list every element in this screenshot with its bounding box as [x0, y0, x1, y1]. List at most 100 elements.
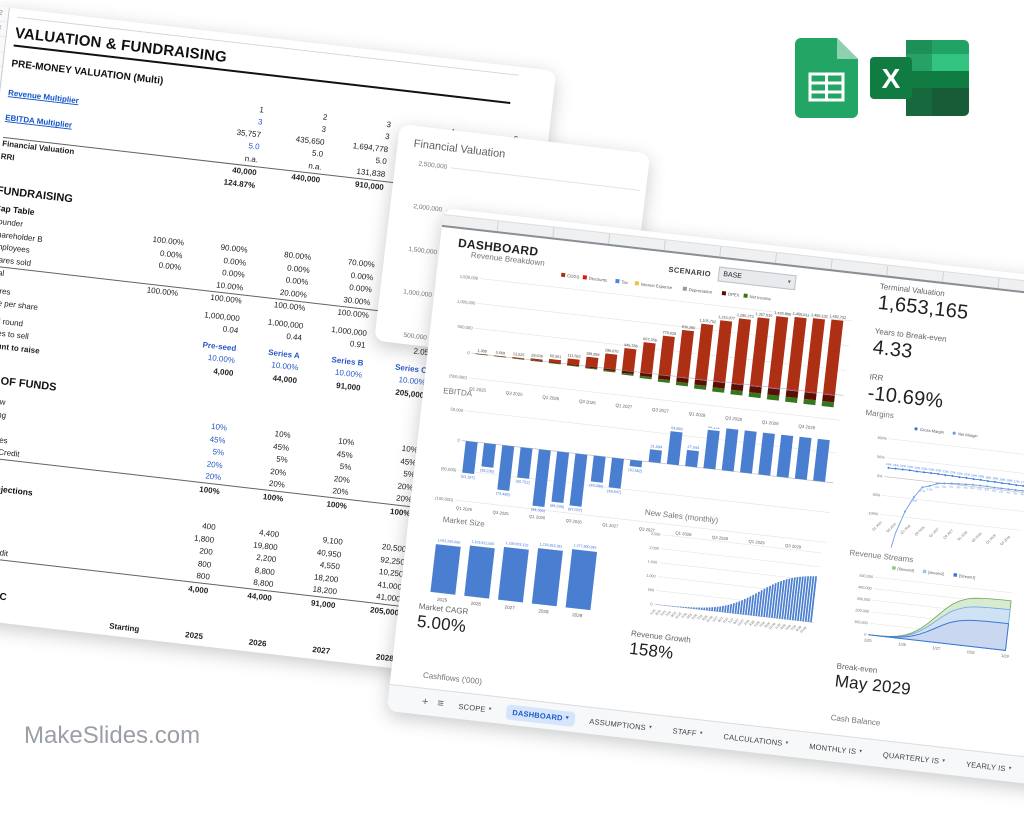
- svg-text:Q1 2025: Q1 2025: [456, 505, 473, 512]
- cell-value: [87, 525, 151, 532]
- svg-text:445,736: 445,736: [624, 343, 638, 349]
- sheet-tab-calculations[interactable]: CALCULATIONS▾: [717, 728, 796, 752]
- svg-text:1/26: 1/26: [898, 641, 907, 647]
- svg-text:1,103,812,500: 1,103,812,500: [471, 540, 494, 547]
- svg-text:Q1 2029: Q1 2029: [762, 419, 780, 426]
- sheet-tab-assumptions[interactable]: ASSUMPTIONS▾: [583, 713, 659, 736]
- svg-text:2029: 2029: [572, 612, 583, 618]
- svg-text:13,525: 13,525: [513, 352, 525, 357]
- years-to-breakeven-kpi: Years to Break-even 4.33: [872, 327, 947, 368]
- sheet-tab-staff[interactable]: STAFF▾: [666, 722, 710, 742]
- add-sheet-icon[interactable]: +: [421, 696, 429, 709]
- svg-text:22%: 22%: [942, 469, 949, 474]
- cell-value: 10.00%: [199, 657, 264, 673]
- svg-text:(50,752): (50,752): [515, 479, 530, 485]
- svg-text:21,094: 21,094: [650, 444, 662, 449]
- cell-value: [81, 576, 145, 583]
- sheet-tab-quarterly-is[interactable]: QUARTERLY IS▾: [876, 746, 952, 769]
- svg-text:21%: 21%: [957, 471, 964, 476]
- svg-text:(53,197): (53,197): [460, 475, 475, 481]
- scenario-label: SCENARIO: [668, 265, 712, 279]
- svg-text:1,450,011: 1,450,011: [793, 312, 810, 318]
- chevron-down-icon: ▾: [565, 715, 569, 721]
- svg-text:50,000: 50,000: [450, 407, 464, 413]
- cell-value: [94, 463, 158, 470]
- svg-text:1,295,373: 1,295,373: [737, 313, 754, 319]
- svg-text:2025: 2025: [437, 597, 448, 603]
- svg-text:Q3 2029: Q3 2029: [798, 424, 816, 431]
- cell-value: [100, 414, 164, 421]
- svg-text:1,500,000: 1,500,000: [459, 274, 479, 281]
- cell-value: 10.00%: [327, 672, 392, 678]
- svg-text:(100,000): (100,000): [435, 495, 454, 502]
- svg-text:1,466,102: 1,466,102: [811, 313, 828, 319]
- svg-text:-3%: -3%: [934, 485, 940, 490]
- svg-text:1/29: 1/29: [1001, 653, 1010, 659]
- row-number: 6: [0, 66, 2, 83]
- svg-text:0%: 0%: [942, 485, 947, 490]
- svg-text:500,000: 500,000: [457, 324, 473, 331]
- sheet-tab-dashboard[interactable]: DASHBOARD▾: [506, 704, 576, 727]
- svg-text:1,159,003,125: 1,159,003,125: [505, 541, 528, 548]
- svg-text:1,105,752: 1,105,752: [699, 318, 716, 324]
- svg-text:2,500: 2,500: [651, 532, 661, 537]
- axis-tick-label: 2,000,000: [398, 201, 443, 213]
- svg-text:0: 0: [864, 633, 867, 637]
- axis-tick-label: 2,500,000: [403, 159, 448, 171]
- svg-text:2027: 2027: [504, 604, 515, 610]
- svg-text:[Stream1]: [Stream1]: [959, 574, 976, 580]
- tab-label: QUARTERLY IS: [882, 750, 939, 765]
- sheet-tab-yearly-is[interactable]: YEARLY IS▾: [959, 756, 1018, 777]
- svg-text:1,216,953,281: 1,216,953,281: [539, 542, 562, 549]
- row-number: 2: [0, 6, 9, 23]
- svg-text:54,893: 54,893: [671, 426, 683, 431]
- row-number: 4: [0, 36, 5, 53]
- svg-text:779,029: 779,029: [662, 331, 676, 337]
- sheet-tab-monthly-is[interactable]: MONTHLY IS▾: [803, 738, 869, 760]
- svg-text:29,636: 29,636: [531, 353, 543, 358]
- svg-text:1,389: 1,389: [477, 349, 487, 354]
- axis-tick-label: 1,500,000: [393, 244, 438, 256]
- svg-text:4%: 4%: [1006, 490, 1011, 495]
- gridline: [451, 167, 640, 190]
- all-sheets-icon[interactable]: ≡: [437, 697, 445, 710]
- cell-value: [111, 316, 175, 323]
- svg-text:[Stream3]: [Stream3]: [897, 567, 914, 573]
- tab-label: DASHBOARD: [512, 708, 563, 723]
- cell-value: [128, 171, 192, 178]
- market-cagr-kpi: Market CAGR 5.00%: [416, 602, 469, 637]
- svg-text:300,000: 300,000: [856, 597, 870, 603]
- cell-value: [83, 563, 147, 570]
- chevron-down-icon: ▾: [859, 749, 863, 755]
- svg-text:(84,336): (84,336): [550, 504, 565, 510]
- svg-text:60,561: 60,561: [549, 354, 561, 359]
- svg-text:Tax: Tax: [621, 279, 629, 285]
- cell-value: [132, 132, 196, 139]
- svg-text:-50%: -50%: [871, 493, 881, 498]
- cell-value: [129, 158, 193, 165]
- cell-value: [108, 346, 172, 353]
- svg-text:936,290: 936,290: [681, 325, 695, 331]
- svg-text:5%: 5%: [970, 486, 975, 491]
- svg-text:Q3 2026: Q3 2026: [579, 399, 597, 406]
- tab-label: YEARLY IS: [966, 759, 1007, 772]
- cashflows-title: Cashflows ('000): [422, 671, 482, 687]
- svg-text:Q1 2027: Q1 2027: [602, 522, 619, 529]
- axis-tick-row: 2,500,000: [403, 159, 640, 194]
- tab-label: MONTHLY IS: [809, 741, 857, 755]
- svg-text:Q1 2029: Q1 2029: [985, 533, 997, 544]
- svg-text:2026: 2026: [471, 601, 482, 607]
- svg-text:400,000: 400,000: [858, 585, 872, 591]
- scenario-dropdown[interactable]: BASE ▾: [717, 267, 796, 291]
- axis-tick-label: 1,000,000: [388, 287, 433, 299]
- cell-value: [137, 95, 201, 102]
- watermark: MakeSlides.com: [24, 722, 200, 750]
- svg-text:17%: 17%: [1013, 479, 1020, 484]
- excel-icon: X: [868, 40, 972, 116]
- cell-value: [93, 477, 157, 484]
- cell-value: [97, 438, 161, 445]
- axis-tick-label: 500,000: [383, 329, 428, 341]
- sheet-tab-scope[interactable]: SCOPE▾: [452, 698, 499, 718]
- cell-value: 10.00%: [263, 665, 328, 678]
- svg-text:1,423,966: 1,423,966: [774, 311, 791, 317]
